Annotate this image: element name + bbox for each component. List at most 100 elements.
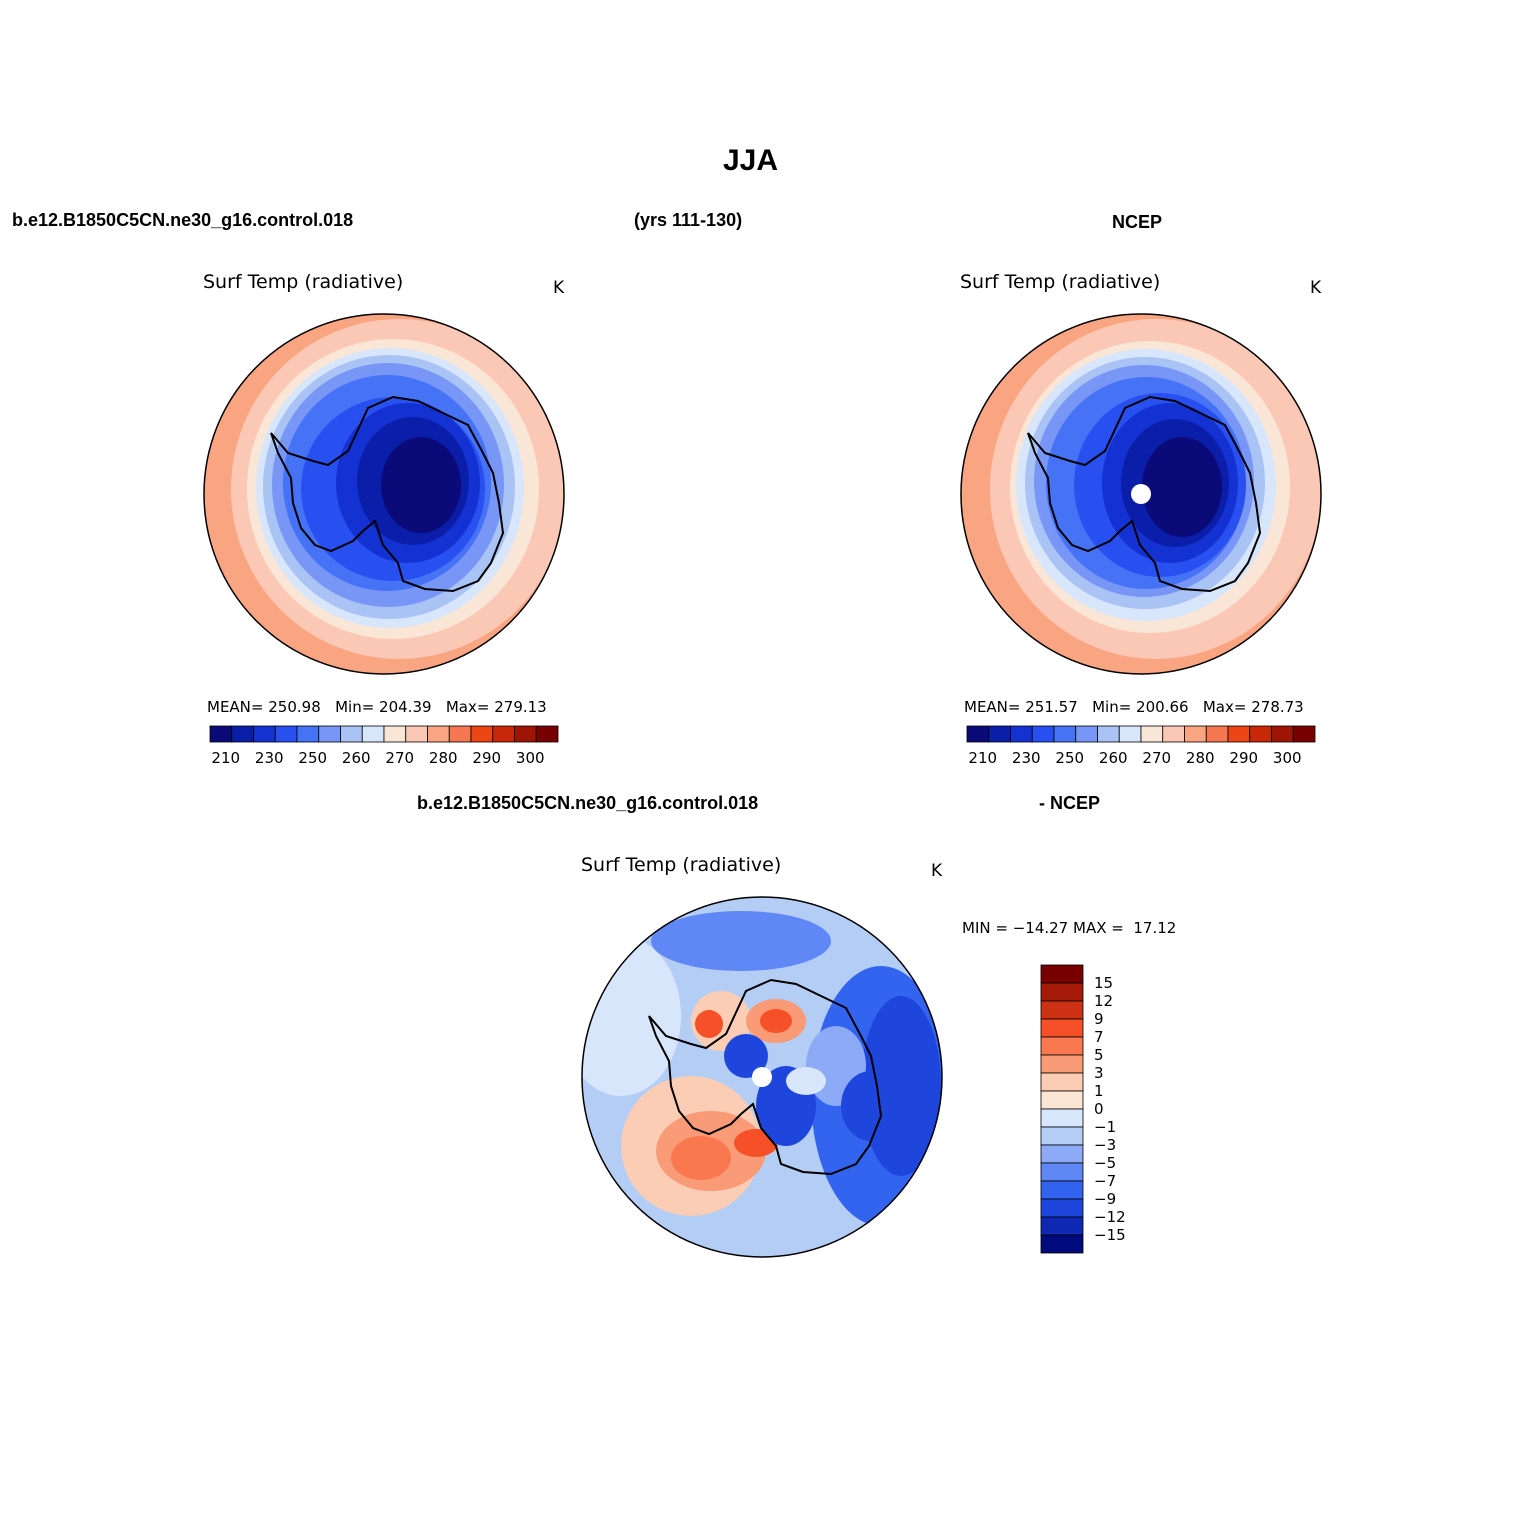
obs-min-value: 200.66 — [1136, 698, 1189, 716]
diff-panel-title: Surf Temp (radiative) — [581, 854, 782, 876]
diff-colorbar-swatch-5 — [1040, 1054, 1084, 1074]
obs-colorbar-swatch-13 — [1249, 725, 1272, 743]
obs-colorbar-swatch-15 — [1292, 725, 1316, 743]
model-colorbar-tick-4: 270 — [385, 749, 414, 767]
diff-min-label: MIN = — [962, 919, 1008, 937]
obs-colorbar-tick-4: 270 — [1142, 749, 1171, 767]
diff-colorbar-tick-14: −15 — [1094, 1226, 1126, 1244]
model-colorbar-swatch-11 — [448, 725, 472, 743]
diff-colorbar-swatch-10 — [1040, 1144, 1084, 1164]
diff-units: K — [931, 861, 943, 881]
obs-colorbar-swatch-7 — [1118, 725, 1142, 743]
diff-colorbar-swatch-0 — [1040, 964, 1084, 984]
diff-colorbar-tick-7: 0 — [1094, 1100, 1104, 1118]
diff-colorbar-tick-2: 9 — [1094, 1010, 1104, 1028]
case-label: b.e12.B1850C5CN.ne30_g16.control.018 — [12, 210, 354, 230]
obs-colorbar-tick-5: 280 — [1186, 749, 1215, 767]
model-colorbar-tick-1: 230 — [255, 749, 284, 767]
diff-stats: MIN = −14.27 MAX = 17.12 — [962, 919, 1176, 937]
diff-colorbar-tick-10: −5 — [1094, 1154, 1116, 1172]
model-colorbar-swatch-2 — [253, 725, 276, 743]
diff-colorbar-tick-9: −3 — [1094, 1136, 1116, 1154]
diff-colorbar-tick-5: 3 — [1094, 1064, 1104, 1082]
obs-colorbar-swatch-3 — [1031, 725, 1055, 743]
model-colorbar-swatch-15 — [535, 725, 559, 743]
obs-colorbar-swatch-5 — [1075, 725, 1098, 743]
obs-colorbar-swatch-1 — [988, 725, 1011, 743]
model-colorbar-tick-3: 260 — [342, 749, 371, 767]
diff-colorbar-swatch-6 — [1040, 1072, 1084, 1092]
obs-min-label: Min= — [1092, 698, 1132, 716]
model-mean-value: 250.98 — [268, 698, 321, 716]
obs-antarctica-coastline — [1027, 395, 1262, 593]
model-colorbar-tick-0: 210 — [211, 749, 240, 767]
diff-colorbar-swatch-13 — [1040, 1198, 1084, 1218]
model-max-value: 279.13 — [494, 698, 547, 716]
diff-colorbar-tick-6: 1 — [1094, 1082, 1104, 1100]
diff-colorbar-swatch-2 — [1040, 1000, 1084, 1020]
obs-colorbar-swatch-6 — [1097, 725, 1120, 743]
obs-units: K — [1310, 278, 1322, 298]
obs-colorbar-swatch-11 — [1205, 725, 1229, 743]
diff-colorbar-swatch-14 — [1040, 1216, 1084, 1236]
model-colorbar-swatch-9 — [405, 725, 428, 743]
diff-colorbar-swatch-9 — [1040, 1126, 1084, 1146]
model-colorbar-swatch-7 — [361, 725, 385, 743]
model-units: K — [553, 278, 565, 298]
obs-colorbar-tick-2: 250 — [1055, 749, 1084, 767]
model-colorbar-swatch-10 — [427, 725, 450, 743]
obs-colorbar-swatch-10 — [1184, 725, 1207, 743]
model-colorbar-swatch-12 — [470, 725, 494, 743]
diff-colorbar-tick-1: 12 — [1094, 992, 1113, 1010]
diff-max-label: MAX = — [1073, 919, 1124, 937]
obs-max-label: Max= — [1202, 698, 1247, 716]
obs-colorbar-swatch-14 — [1271, 725, 1294, 743]
obs-colorbar-tick-0: 210 — [968, 749, 997, 767]
model-antarctica-coastline — [270, 395, 505, 593]
model-stats: MEAN= 250.98 Min= 204.39 Max= 279.13 — [207, 698, 547, 716]
diff-colorbar-tick-0: 15 — [1094, 974, 1113, 992]
years-label: (yrs 111-130) — [634, 210, 743, 230]
model-colorbar-swatch-14 — [514, 725, 537, 743]
obs-mean-label: MEAN= — [964, 698, 1021, 716]
obs-colorbar-swatch-2 — [1010, 725, 1033, 743]
obs-map — [960, 313, 1322, 675]
diff-case-label: b.e12.B1850C5CN.ne30_g16.control.018 — [417, 793, 759, 813]
obs-stats: MEAN= 251.57 Min= 200.66 Max= 278.73 — [964, 698, 1304, 716]
model-colorbar-swatch-8 — [383, 725, 407, 743]
diff-max-value: 17.12 — [1133, 919, 1177, 937]
diff-min-value: −14.27 — [1012, 919, 1069, 937]
obs-colorbar-swatch-9 — [1162, 725, 1185, 743]
diff-obs-label: - NCEP — [1039, 793, 1101, 813]
model-map — [203, 313, 565, 675]
diff-colorbar-tick-3: 7 — [1094, 1028, 1104, 1046]
diff-map — [581, 896, 943, 1258]
diff-antarctica-coastline — [648, 978, 883, 1176]
obs-colorbar-tick-7: 300 — [1273, 749, 1302, 767]
model-colorbar-tick-6: 290 — [472, 749, 501, 767]
obs-colorbar-swatch-0 — [966, 725, 990, 743]
obs-colorbar-swatch-8 — [1140, 725, 1164, 743]
model-colorbar-tick-7: 300 — [516, 749, 545, 767]
model-colorbar-swatch-13 — [492, 725, 515, 743]
model-max-label: Max= — [445, 698, 490, 716]
obs-panel-title: Surf Temp (radiative) — [960, 271, 1161, 293]
diff-colorbar-swatch-12 — [1040, 1180, 1084, 1200]
diff-colorbar-swatch-11 — [1040, 1162, 1084, 1182]
diff-colorbar-swatch-3 — [1040, 1018, 1084, 1038]
model-colorbar-tick-5: 280 — [429, 749, 458, 767]
model-colorbar-swatch-0 — [209, 725, 233, 743]
model-colorbar-swatch-4 — [296, 725, 320, 743]
diff-colorbar-tick-4: 5 — [1094, 1046, 1104, 1064]
model-min-value: 204.39 — [379, 698, 432, 716]
diff-colorbar-swatch-15 — [1040, 1234, 1084, 1254]
diff-colorbar-swatch-8 — [1040, 1108, 1084, 1128]
model-colorbar-swatch-3 — [274, 725, 298, 743]
diff-colorbar-swatch-7 — [1040, 1090, 1084, 1110]
diff-colorbar-tick-12: −9 — [1094, 1190, 1116, 1208]
model-colorbar-swatch-5 — [318, 725, 341, 743]
obs-label: NCEP — [1112, 212, 1163, 232]
diff-colorbar-tick-11: −7 — [1094, 1172, 1116, 1190]
model-colorbar-tick-2: 250 — [298, 749, 327, 767]
